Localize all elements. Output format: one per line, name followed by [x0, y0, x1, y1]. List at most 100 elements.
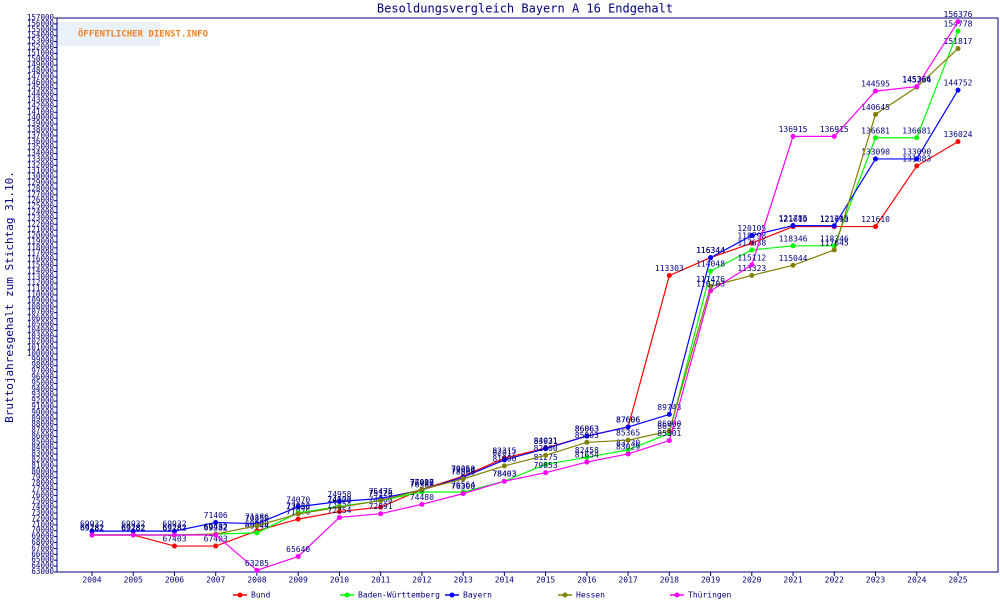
y-tick-label: 116000: [27, 255, 55, 264]
y-tick-label: 87000: [31, 426, 54, 435]
data-point: [419, 486, 425, 492]
data-label: 77017: [410, 478, 434, 487]
data-label: 78403: [492, 470, 516, 479]
data-point: [254, 530, 260, 536]
y-tick-label: 97000: [31, 367, 54, 376]
y-tick-label: 145000: [27, 84, 55, 93]
data-label: 76564: [451, 481, 475, 490]
data-label: 136915: [820, 125, 849, 134]
x-tick-label: 2014: [495, 576, 514, 585]
y-tick-label: 133000: [27, 154, 55, 163]
y-tick-label: 73000: [31, 508, 54, 517]
data-label: 81654: [575, 451, 599, 460]
data-label: 74000: [327, 496, 351, 505]
data-label: 75126: [369, 489, 393, 498]
data-label: 121610: [861, 215, 890, 224]
data-point: [501, 478, 507, 484]
data-label: 69282: [121, 523, 145, 532]
y-tick-label: 123000: [27, 213, 55, 222]
data-label: 87606: [616, 415, 640, 424]
data-label: 140645: [861, 103, 890, 112]
data-label: 76568: [410, 481, 434, 490]
data-label: 69282: [204, 523, 228, 532]
data-label: 144752: [944, 79, 973, 88]
data-point: [295, 553, 301, 559]
data-label: 117645: [820, 238, 849, 247]
data-point: [213, 519, 219, 525]
y-tick-label: 109000: [27, 296, 55, 305]
data-point: [378, 498, 384, 504]
data-label: 145264: [902, 76, 931, 85]
data-label: 145366: [902, 75, 931, 84]
y-tick-label: 152000: [27, 42, 55, 51]
y-tick-label: 72000: [31, 514, 54, 523]
data-label: 151817: [944, 37, 973, 46]
data-point: [89, 532, 95, 538]
x-tick-label: 2006: [165, 576, 184, 585]
data-point: [955, 28, 961, 34]
data-point: [171, 532, 177, 538]
data-point: [336, 514, 342, 520]
data-label: 86522: [657, 422, 681, 431]
data-point: [584, 439, 590, 445]
data-point: [831, 223, 837, 229]
y-tick-label: 78000: [31, 479, 54, 488]
data-point: [378, 511, 384, 517]
x-tick-label: 2008: [247, 576, 266, 585]
y-tick-label: 119000: [27, 237, 55, 246]
y-tick-label: 113000: [27, 272, 55, 281]
y-tick-label: 140000: [27, 113, 55, 122]
y-tick-label: 98000: [31, 361, 54, 370]
x-tick-label: 2012: [412, 576, 431, 585]
y-tick-label: 69000: [31, 532, 54, 541]
data-point: [955, 139, 961, 145]
x-tick-label: 2010: [330, 576, 349, 585]
x-tick-label: 2009: [289, 576, 308, 585]
data-label: 82800: [534, 444, 558, 453]
data-label: 69432: [204, 523, 228, 532]
data-label: 156376: [944, 10, 973, 19]
legend-marker: [344, 592, 350, 598]
x-tick-label: 2025: [948, 576, 967, 585]
y-tick-label: 128000: [27, 184, 55, 193]
y-axis-label: Bruttojahresgehalt zum Stichtag 31.10.: [3, 171, 16, 423]
data-label: 115044: [779, 254, 808, 263]
data-point: [171, 528, 177, 534]
data-label: 113303: [655, 264, 684, 273]
data-label: 85301: [657, 429, 681, 438]
data-point: [708, 255, 714, 261]
data-point: [625, 424, 631, 430]
data-point: [749, 240, 755, 246]
data-point: [336, 509, 342, 515]
data-point: [460, 476, 466, 482]
y-tick-label: 84000: [31, 443, 54, 452]
data-label: 65640: [286, 545, 310, 554]
y-tick-label: 147000: [27, 72, 55, 81]
y-tick-label: 79000: [31, 473, 54, 482]
y-tick-label: 66000: [31, 549, 54, 558]
data-point: [790, 262, 796, 268]
data-label: 115112: [737, 253, 766, 262]
legend-label: Hessen: [576, 591, 605, 600]
y-tick-label: 117000: [27, 249, 55, 258]
x-tick-label: 2013: [454, 576, 473, 585]
y-tick-label: 115000: [27, 261, 55, 270]
data-label: 89743: [657, 403, 681, 412]
y-tick-label: 131000: [27, 166, 55, 175]
y-tick-label: 127000: [27, 190, 55, 199]
data-point: [419, 501, 425, 507]
data-label: 110703: [696, 279, 725, 288]
y-tick-label: 130000: [27, 172, 55, 181]
data-label: 77000: [410, 478, 434, 487]
y-tick-label: 104000: [27, 325, 55, 334]
data-point: [130, 528, 136, 534]
data-label: 71406: [204, 511, 228, 520]
data-label: 121610: [820, 215, 849, 224]
data-label: 69282: [162, 523, 186, 532]
data-point: [254, 567, 260, 573]
y-tick-label: 124000: [27, 207, 55, 216]
y-tick-label: 75000: [31, 496, 54, 505]
y-tick-label: 143000: [27, 96, 55, 105]
data-point: [790, 223, 796, 229]
data-label: 85003: [575, 431, 599, 440]
